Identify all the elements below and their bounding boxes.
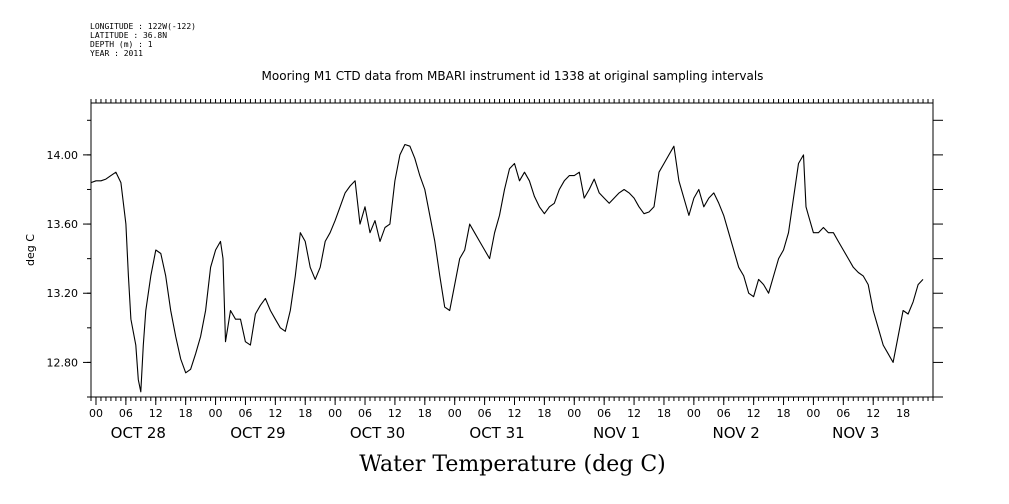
x-hour-label: 06	[478, 407, 492, 420]
x-hour-label: 12	[268, 407, 282, 420]
x-hour-label: 06	[836, 407, 850, 420]
x-hour-label: 18	[896, 407, 910, 420]
x-hour-label: 06	[119, 407, 133, 420]
x-hour-label: 06	[597, 407, 611, 420]
y-tick-label: 13.20	[47, 287, 79, 300]
x-hour-label: 06	[717, 407, 731, 420]
chart-title: Mooring M1 CTD data from MBARI instrumen…	[261, 69, 764, 83]
y-tick-label: 12.80	[47, 356, 79, 369]
x-hour-label: 18	[537, 407, 551, 420]
x-hour-label: 18	[179, 407, 193, 420]
metadata-block: LONGITUDE : 122W(-122) LATITUDE : 36.8N …	[90, 22, 196, 58]
depth-label: DEPTH (m) : 1	[90, 40, 153, 49]
x-hour-label: 12	[507, 407, 521, 420]
x-hour-label: 00	[687, 407, 701, 420]
x-hour-label: 00	[328, 407, 342, 420]
series-line	[90, 143, 924, 393]
x-hour-label: 18	[777, 407, 791, 420]
x-hour-label: 12	[866, 407, 880, 420]
x-day-label: OCT 28	[111, 424, 166, 442]
x-hour-label: 00	[448, 407, 462, 420]
x-hour-label: 18	[298, 407, 312, 420]
plot-frame	[90, 102, 934, 398]
x-day-label: OCT 31	[469, 424, 524, 442]
x-hour-label: 12	[627, 407, 641, 420]
x-hour-label: 18	[657, 407, 671, 420]
x-hour-label: 00	[806, 407, 820, 420]
longitude-label: LONGITUDE : 122W(-122)	[90, 22, 196, 31]
x-hour-label: 18	[418, 407, 432, 420]
year-label: YEAR : 2011	[90, 49, 143, 58]
x-hour-label: 06	[358, 407, 372, 420]
y-tick-label: 14.00	[47, 149, 79, 162]
x-day-label: NOV 3	[832, 424, 879, 442]
x-hour-label: 06	[238, 407, 252, 420]
x-hour-label: 12	[149, 407, 163, 420]
x-hour-label: 12	[747, 407, 761, 420]
x-hour-label: 00	[89, 407, 103, 420]
x-day-label: NOV 1	[593, 424, 640, 442]
y-tick-label: 13.60	[47, 218, 79, 231]
x-hour-label: 00	[567, 407, 581, 420]
x-hour-label: 12	[388, 407, 402, 420]
x-day-label: OCT 29	[230, 424, 285, 442]
x-hour-label: 00	[209, 407, 223, 420]
x-day-label: NOV 2	[713, 424, 760, 442]
x-day-label: OCT 30	[350, 424, 405, 442]
chart-caption: Water Temperature (deg C)	[359, 452, 666, 477]
y-axis-label: deg C	[24, 234, 37, 266]
latitude-label: LATITUDE : 36.8N	[90, 31, 168, 40]
